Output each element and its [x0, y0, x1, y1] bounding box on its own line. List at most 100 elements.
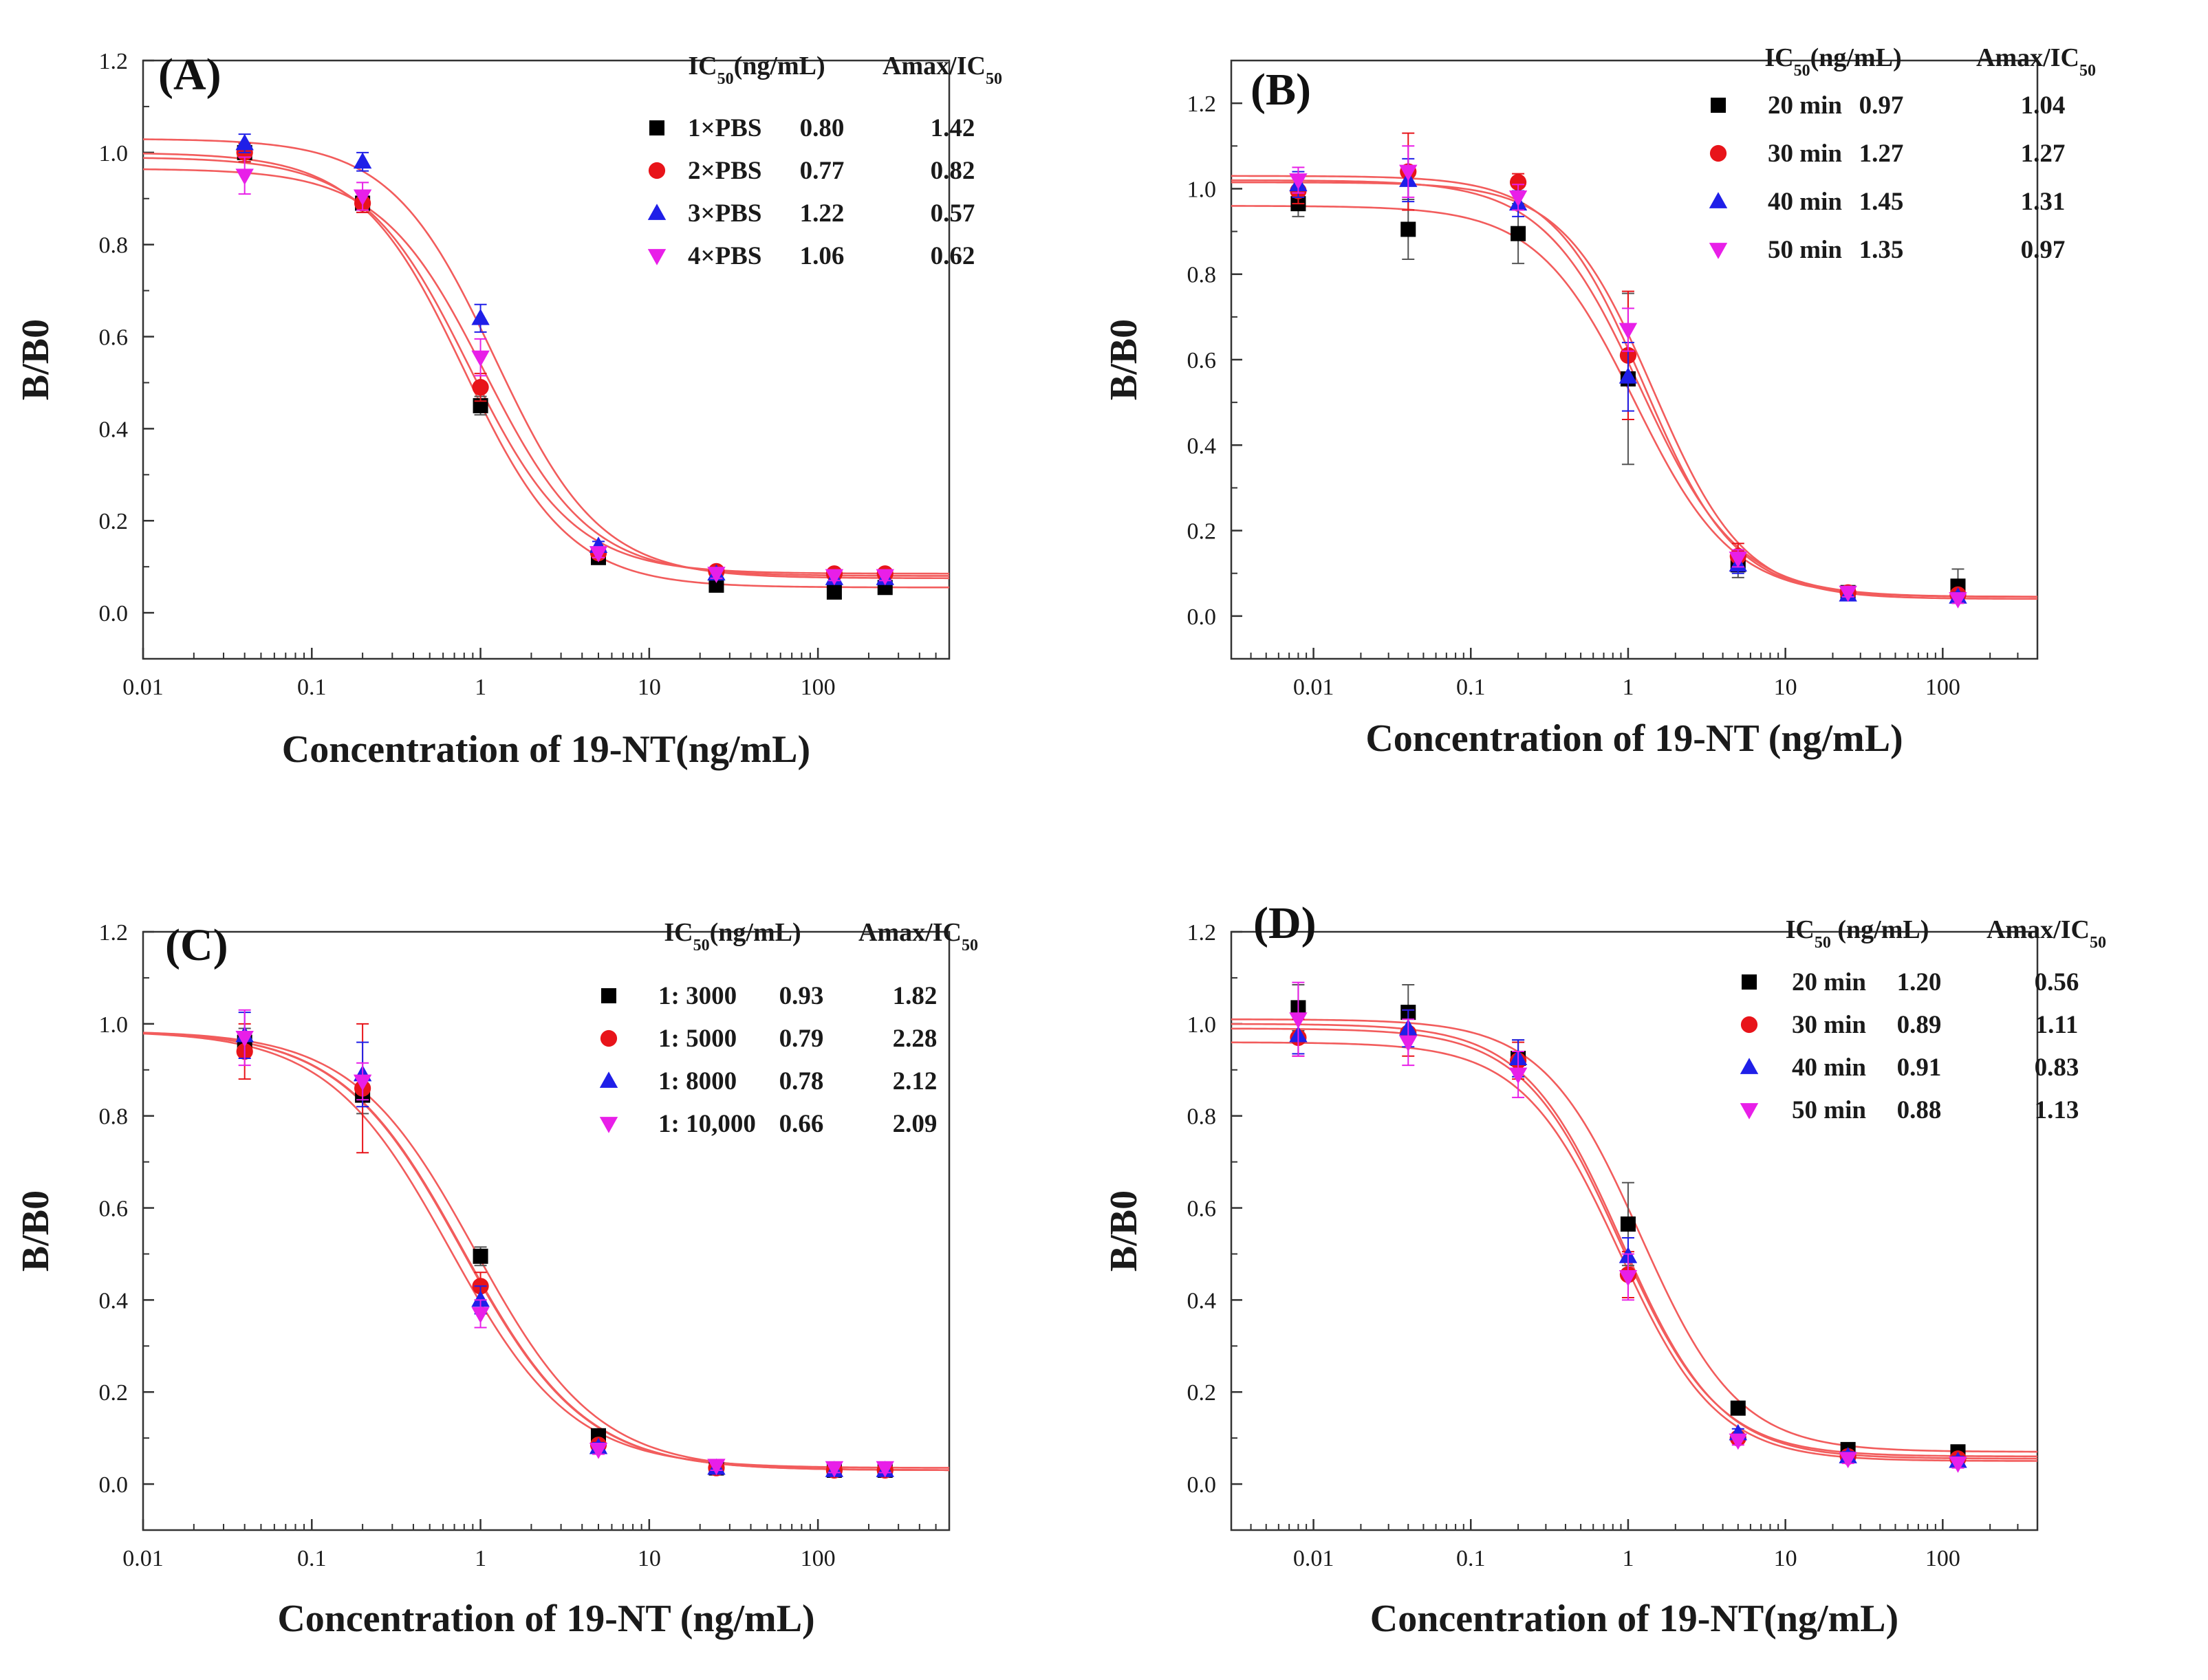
panel-b-series-4: [1289, 145, 1967, 609]
panel-c-legend-amax-ic50: 2.09: [893, 1110, 938, 1138]
panel-c-y-tick-label: 1.0: [99, 1012, 129, 1038]
panel-b-data-point: [1508, 190, 1528, 207]
panel-d-y-tick-label: 0.2: [1187, 1380, 1217, 1406]
panel-b-x-tick-label: 10: [1774, 675, 1797, 700]
panel-d-plot-frame: [1230, 930, 2039, 1531]
panel-d-legend-name: 20 min: [1792, 968, 1866, 996]
panel-a-x-axis-title: Concentration of 19-NT(ng/mL): [282, 728, 810, 771]
panel-c-fit-curve-3: [143, 1032, 949, 1472]
panel-b-legend-amax-ic50: 1.04: [2021, 91, 2066, 120]
panel-b-data-point: [1289, 173, 1308, 190]
panel-d-legend-ic50: 1.20: [1897, 968, 1942, 996]
panel-b-legend-name: 30 min: [1768, 140, 1842, 168]
panel-c-legend-name: 1: 8000: [658, 1067, 737, 1095]
panel-a-fit-curves: [143, 138, 949, 589]
panel-b-data-point: [1729, 552, 1747, 568]
panel-b-x-tick-label: 100: [1925, 675, 1960, 700]
panel-d-legend-amax-ic50: 1.13: [2035, 1096, 2079, 1124]
panel-b-y-tick-label: 0.4: [1187, 433, 1217, 459]
panel-c-legend-ic50: 0.79: [779, 1025, 824, 1053]
panel-a-legend-name: 2×PBS: [688, 157, 761, 185]
panel-c-legend-amax-ic50: 1.82: [893, 982, 938, 1010]
panel-a-legend-amax-ic50: 0.57: [931, 199, 975, 228]
panel-a-data-point: [235, 168, 254, 186]
panel-d-y-tick-label: 0.6: [1187, 1197, 1217, 1222]
panel-b-x-axis-title: Concentration of 19-NT (ng/mL): [1365, 717, 1903, 760]
panel-d-data-point: [1620, 1216, 1636, 1232]
panel-a-legend-ic50: 1.06: [800, 242, 845, 270]
panel-b-y-tick-label: 1.2: [1187, 91, 1217, 117]
panel-c-legend-ic50: 0.66: [779, 1110, 824, 1138]
panel-c-legend-entry: 1: 3000 0.93 1.82: [601, 982, 937, 1010]
panel-d-y-tick-label: 1.0: [1187, 1012, 1217, 1038]
panel-b-legend-entry: 30 min 1.27 1.27: [1709, 140, 2066, 168]
panel-c-x-tick-label: 10: [638, 1546, 661, 1571]
panel-c-legend: IC50(ng/mL) Amax/IC50 1: 3000 0.93 1.82 1: 50…: [599, 918, 978, 1138]
panel-b-legend-marker: [1709, 243, 1728, 259]
panel-b-legend-entry: 40 min 1.45 1.31: [1709, 188, 2065, 216]
panel-d-data-point: [1619, 1270, 1638, 1287]
panel-a-panel-label: (A): [158, 50, 221, 100]
panel-d-legend-amax-ic50: 1.11: [2035, 1011, 2079, 1039]
panel-d-legend-ic50-header: IC50 (ng/mL): [1786, 915, 1929, 952]
panel-d-y-tick-label: 0.0: [1187, 1472, 1217, 1498]
panel-b-legend-amax-ic50: 1.27: [2021, 140, 2066, 168]
panel-b-x-ticks: 0.01 0.1 1 10 100: [1231, 648, 2038, 700]
panel-b-data-point: [1399, 164, 1418, 182]
panel-a-x-tick-label: 0.01: [122, 675, 164, 700]
panel-b-data-point: [1511, 226, 1526, 241]
panel-b-legend-ic50: 1.45: [1859, 188, 1904, 216]
panel-a-x-tick-label: 1: [475, 675, 486, 700]
panel-a-x-tick-label: 10: [638, 675, 661, 700]
panel-a-y-tick-label: 0.0: [99, 601, 129, 626]
panel-a-data-point: [826, 584, 842, 600]
panel-d-fit-curve-4: [1231, 1041, 2037, 1462]
panel-a-legend-amax-header: Amax/IC50: [883, 52, 1002, 88]
panel-c-legend-ic50: 0.78: [779, 1067, 824, 1095]
panel-d-legend-entry: 30 min 0.89 1.11: [1740, 1011, 2079, 1039]
panel-a-y-tick-label: 0.8: [99, 233, 129, 259]
panel-c-legend-ic50-header: IC50(ng/mL): [664, 918, 801, 954]
panel-b-legend-name: 20 min: [1768, 91, 1842, 120]
panel-b-fit-curve-4: [1231, 181, 2037, 600]
panel-c-y-tick-label: 0.8: [99, 1104, 129, 1130]
panel-b-legend-marker: [1709, 192, 1728, 208]
panel-b-legend-entry: 20 min 0.97 1.04: [1711, 91, 2065, 120]
panel-a-legend-marker: [649, 120, 664, 135]
panel-a-x-tick-label: 100: [801, 675, 836, 700]
panel-c-y-ticks: 0.0 0.2 0.4 0.6 0.8 1.0 1.2: [99, 920, 154, 1498]
panel-a-y-tick-label: 1.2: [99, 49, 129, 74]
panel-b-y-ticks: 0.0 0.2 0.4 0.6 0.8 1.0 1.2: [1187, 91, 1242, 630]
panel-c-data-point: [473, 1248, 488, 1264]
panel-d-legend-ic50: 0.88: [1897, 1096, 1942, 1124]
panel-a-legend-ic50: 0.80: [800, 114, 845, 142]
panel-d-x-ticks: 0.01 0.1 1 10 100: [1231, 1519, 2038, 1571]
panel-a-data-point: [471, 309, 490, 325]
panel-d-x-tick-label: 1: [1622, 1546, 1634, 1571]
panel-a-x-tick-label: 0.1: [297, 675, 327, 700]
panel-d-data-point: [1729, 1433, 1747, 1450]
panel-d-legend-amax-header: Amax/IC50: [1987, 915, 2106, 952]
panel-b-legend-ic50: 1.35: [1859, 236, 1904, 264]
panel-b-fit-curves: [1231, 175, 2037, 600]
panel-a-data-point: [353, 152, 372, 169]
panel-a-series-4: [235, 156, 894, 586]
panel-d-y-tick-label: 0.4: [1187, 1288, 1217, 1313]
panel-d-y-tick-label: 1.2: [1187, 920, 1217, 946]
panel-b-legend-ic50: 1.27: [1859, 140, 1904, 168]
panel-c-legend-marker: [601, 988, 616, 1003]
panel-a-legend-ic50: 1.22: [800, 199, 845, 228]
panel-b-data-point: [1839, 585, 1857, 602]
panel-c-data-point: [471, 1290, 490, 1307]
panel-d-legend-amax-ic50: 0.56: [2035, 968, 2079, 996]
panel-a-legend-entry: 2×PBS 0.77 0.82: [648, 157, 975, 185]
panel-a-legend-entry: 3×PBS 1.22 0.57: [647, 199, 975, 228]
panel-b-y-tick-label: 0.8: [1187, 263, 1217, 288]
panel-b-legend: IC50(ng/mL) Amax/IC50 20 min 0.97 1.04 30 min…: [1709, 43, 2096, 264]
panel-d-y-ticks: 0.0 0.2 0.4 0.6 0.8 1.0 1.2: [1187, 920, 1242, 1498]
panel-a-legend-entry: 4×PBS 1.06 0.62: [647, 242, 975, 270]
panel-b-x-tick-label: 0.1: [1456, 675, 1486, 700]
panel-a-legend-marker: [648, 162, 666, 179]
panel-c-data-point: [876, 1461, 894, 1478]
panel-a-data-point: [876, 569, 894, 586]
